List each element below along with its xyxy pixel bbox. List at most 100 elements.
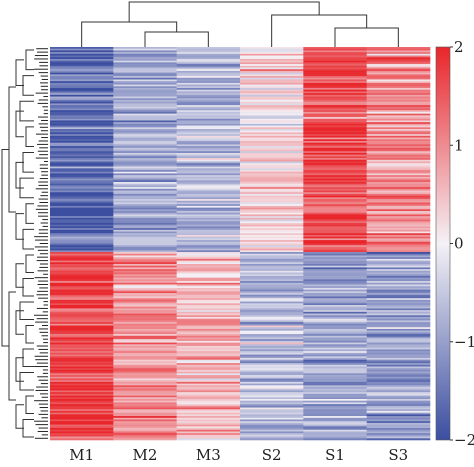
- heatmap-cell: [50, 303, 114, 306]
- heatmap-cell: [50, 385, 114, 388]
- heatmap-cell: [113, 286, 177, 289]
- heatmap-cell: [240, 311, 304, 314]
- heatmap-cell: [303, 404, 367, 407]
- heatmap-cell: [303, 233, 367, 236]
- heatmap-cell: [303, 346, 367, 349]
- heatmap-cell: [50, 347, 114, 350]
- heatmap-cell: [50, 375, 114, 378]
- heatmap-cell: [366, 55, 431, 58]
- heatmap-cell: [240, 216, 304, 219]
- heatmap-cell: [113, 383, 177, 386]
- heatmap-cell: [240, 219, 304, 222]
- heatmap-cell: [240, 258, 304, 261]
- heatmap-cell: [303, 236, 367, 239]
- heatmap-cell: [176, 369, 241, 372]
- heatmap-cell: [240, 274, 304, 277]
- heatmap-cell: [240, 397, 304, 400]
- heatmap-cell: [366, 76, 431, 79]
- heatmap-cell: [50, 265, 114, 268]
- heatmap-cell: [113, 195, 177, 198]
- heatmap-cell: [366, 217, 431, 220]
- heatmap-cell: [176, 94, 241, 97]
- heatmap-cell: [50, 330, 114, 333]
- heatmap-cell: [50, 158, 114, 161]
- heatmap-cell: [176, 390, 241, 393]
- heatmap-cell: [113, 111, 177, 114]
- heatmap-cell: [50, 111, 114, 114]
- heatmap-cell: [366, 279, 431, 282]
- heatmap-cell: [113, 166, 177, 169]
- heatmap-cell: [50, 122, 114, 125]
- heatmap-cell: [176, 431, 241, 434]
- heatmap-cell: [303, 311, 367, 314]
- heatmap-cell: [113, 313, 177, 316]
- heatmap-cell: [50, 79, 114, 82]
- heatmap-cell: [303, 238, 367, 241]
- heatmap-cell: [303, 228, 367, 231]
- heatmap-cell: [50, 281, 114, 284]
- heatmap-cell: [176, 405, 241, 408]
- heatmap-cell: [176, 86, 241, 89]
- heatmap-cell: [303, 270, 367, 273]
- heatmap-cell: [113, 140, 177, 143]
- heatmap-cell: [303, 166, 367, 169]
- heatmap-cell: [113, 393, 177, 396]
- column-label-m3: M3: [196, 446, 221, 464]
- heatmap-cell: [303, 175, 367, 178]
- heatmap-cell: [366, 272, 431, 275]
- heatmap-cell: [240, 120, 304, 123]
- heatmap-cell: [366, 337, 431, 340]
- heatmap-cell: [50, 286, 114, 289]
- heatmap-cell: [366, 433, 431, 436]
- heatmap-cell: [366, 238, 431, 241]
- heatmap-cell: [240, 426, 304, 429]
- heatmap-cell: [303, 385, 367, 388]
- heatmap-cell: [240, 67, 304, 70]
- heatmap-cell: [176, 387, 241, 390]
- heatmap-cell: [366, 142, 431, 145]
- heatmap-cell: [176, 154, 241, 157]
- heatmap-cell: [176, 197, 241, 200]
- heatmap-cell: [50, 224, 114, 227]
- colorbar-tick-label: 2: [454, 38, 464, 56]
- heatmap-cell: [113, 98, 177, 101]
- heatmap-cell: [366, 381, 431, 384]
- heatmap-cell: [303, 303, 367, 306]
- heatmap-cell: [366, 212, 431, 215]
- heatmap-cell: [240, 347, 304, 350]
- heatmap-cell: [176, 409, 241, 412]
- heatmap-cell: [366, 257, 431, 260]
- heatmap-cell: [303, 135, 367, 138]
- heatmap-cell: [113, 258, 177, 261]
- heatmap-cell: [303, 376, 367, 379]
- heatmap-cell: [366, 250, 431, 253]
- heatmap-cell: [176, 414, 241, 417]
- heatmap-cell: [50, 146, 114, 149]
- heatmap-cell: [366, 330, 431, 333]
- heatmap-cell: [240, 82, 304, 85]
- heatmap-cell: [176, 299, 241, 302]
- heatmap-cell: [366, 176, 431, 179]
- heatmap-cell: [113, 246, 177, 249]
- heatmap-cell: [240, 393, 304, 396]
- column-dendrogram-link: [81, 21, 178, 47]
- heatmap-cell: [176, 275, 241, 278]
- heatmap-cell: [50, 154, 114, 157]
- row-dendrogram-link: [25, 254, 34, 274]
- heatmap-cell: [366, 205, 431, 208]
- heatmap-cell: [50, 110, 114, 113]
- heatmap-cell: [240, 64, 304, 67]
- heatmap-cell: [240, 164, 304, 167]
- heatmap-cell: [303, 426, 367, 429]
- heatmap-cell: [176, 111, 241, 114]
- heatmap-cell: [303, 412, 367, 415]
- heatmap-cell: [303, 284, 367, 287]
- heatmap-cell: [113, 221, 177, 224]
- heatmap-cell: [366, 65, 431, 68]
- heatmap-cell: [50, 424, 114, 427]
- heatmap-cell: [113, 135, 177, 138]
- heatmap-cell: [113, 298, 177, 301]
- heatmap-cell: [240, 101, 304, 104]
- heatmap-cell: [240, 180, 304, 183]
- heatmap-cell: [176, 72, 241, 75]
